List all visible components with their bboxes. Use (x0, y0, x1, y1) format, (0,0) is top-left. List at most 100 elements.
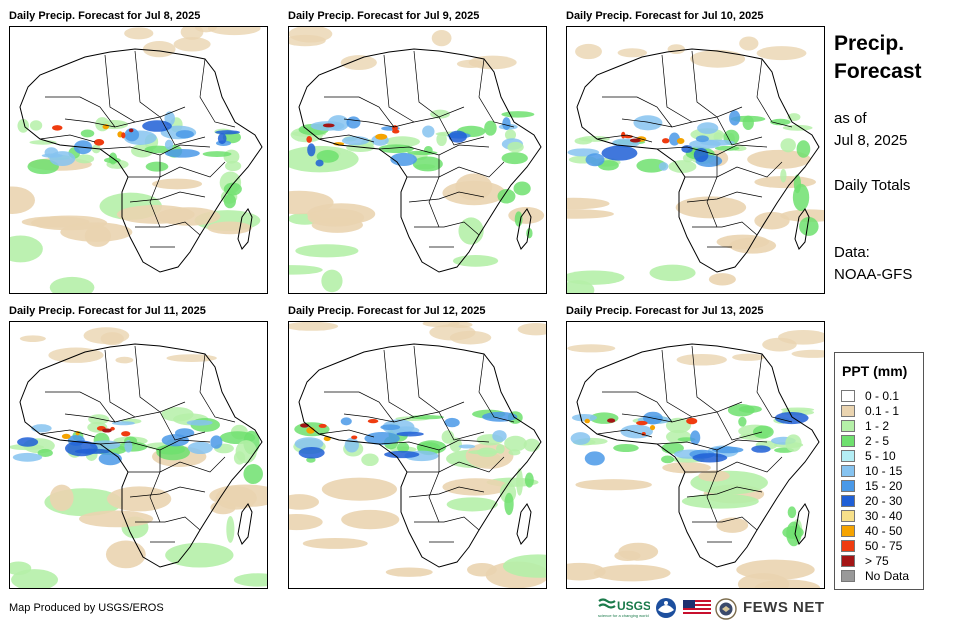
country-border (343, 411, 440, 423)
heavy-rain-core (52, 125, 63, 131)
north-precip-patch (617, 48, 648, 58)
country-border (129, 191, 206, 203)
rain-band-cell (346, 116, 361, 129)
ocean-precip-patch (295, 244, 359, 258)
country-border (438, 411, 485, 441)
heavy-rain-core (661, 138, 670, 144)
country-border (686, 191, 763, 203)
map-panel-jul8 (9, 26, 268, 294)
legend-swatch (841, 390, 855, 402)
ocean-precip-patch (385, 567, 433, 577)
ocean-precip-patch (567, 209, 614, 219)
rain-band-cell (742, 115, 754, 131)
legend-swatch (841, 435, 855, 447)
country-border (318, 134, 375, 143)
country-border (716, 116, 763, 146)
rain-band-cell (217, 133, 227, 145)
rain-band-cell (104, 157, 121, 164)
heavy-rain-core (93, 139, 105, 146)
rain-band-cell (31, 424, 52, 433)
rain-band-cell (492, 430, 507, 443)
country-border (64, 411, 161, 423)
ocean-precip-patch (458, 217, 484, 245)
map-panel-jul10 (566, 26, 825, 294)
east-coast-rain-cell (799, 217, 819, 236)
map-panel-jul11 (9, 321, 268, 589)
ocean-precip-patch (446, 497, 498, 512)
east-coast-rain-cell (787, 506, 797, 519)
rain-band-cell (774, 411, 809, 425)
ocean-precip-patch (567, 197, 610, 210)
usgs-logo: USGS science for a changing world (598, 597, 651, 624)
country-border (706, 450, 718, 523)
rain-band-cell (613, 443, 639, 453)
rain-band-cell (636, 158, 667, 173)
ocean-precip-patch (708, 273, 736, 286)
north-precip-patch (173, 37, 211, 52)
rain-band-cell (380, 424, 401, 431)
rain-band-cell (448, 130, 467, 143)
rain-band-cell (390, 152, 418, 166)
north-precip-patch (667, 44, 686, 55)
rain-band-cell (444, 417, 460, 428)
east-coast-rain-cell (523, 438, 541, 452)
ocean-precip-patch (321, 477, 397, 501)
precip-map-svg (289, 27, 545, 293)
east-coast-rain-cell (504, 492, 514, 516)
north-precip-patch (690, 49, 746, 68)
as-of-date: Jul 8, 2025 (834, 132, 908, 149)
ocean-precip-patch (698, 470, 730, 482)
ocean-precip-patch (747, 149, 811, 169)
heavy-rain-core (306, 135, 313, 143)
ocean-precip-patch (754, 212, 790, 230)
heavy-rain-core (306, 426, 315, 434)
country-border (383, 349, 415, 418)
rain-band-cell (574, 137, 593, 145)
rain-band-cell (124, 439, 133, 453)
legend-swatch (841, 525, 855, 537)
rain-band-cell (215, 130, 240, 135)
heavy-rain-core (318, 423, 327, 428)
rain-band-cell (37, 448, 53, 457)
rain-band-cell (155, 444, 186, 455)
country-border (324, 391, 395, 423)
country-border (199, 58, 236, 128)
rain-band-cell (186, 419, 213, 426)
rain-band-cell (74, 448, 111, 454)
heavy-rain-core (584, 418, 590, 424)
rain-band-cell (397, 442, 410, 453)
country-border (602, 96, 673, 128)
east-coast-rain-cell (243, 463, 263, 484)
heavy-rain-core (686, 417, 698, 425)
east-coast-rain-cell (223, 194, 236, 209)
rain-band-cell (501, 152, 528, 165)
ocean-precip-patch (289, 494, 320, 510)
ocean-precip-patch (442, 180, 506, 206)
rain-band-cell (187, 441, 213, 455)
rain-band-cell (449, 437, 462, 453)
ocean-precip-patch (289, 514, 323, 531)
ocean-precip-patch (10, 235, 43, 263)
ocean-precip-patch (467, 562, 497, 577)
north-precip-patch (340, 55, 377, 71)
country-border (716, 411, 763, 441)
rain-band-cell (738, 416, 747, 427)
legend-swatch (841, 495, 855, 507)
country-border (692, 221, 758, 236)
rain-band-cell (74, 154, 95, 164)
east-coast-rain-cell (793, 174, 801, 194)
north-precip-patch (83, 327, 130, 345)
rain-band-cell (344, 437, 359, 453)
country-border (134, 50, 186, 118)
ocean-precip-patch (105, 540, 146, 569)
rain-band-cell (27, 159, 59, 175)
heavy-rain-core (128, 128, 134, 133)
rain-band-cell (570, 432, 591, 445)
country-border (685, 456, 783, 473)
sidebar-title: Precip. Forecast (834, 30, 922, 86)
ocean-precip-patch (289, 265, 323, 275)
rain-band-cell (175, 130, 194, 139)
country-border (602, 391, 673, 423)
rain-band-cell (384, 136, 421, 148)
ocean-precip-patch (84, 225, 112, 247)
